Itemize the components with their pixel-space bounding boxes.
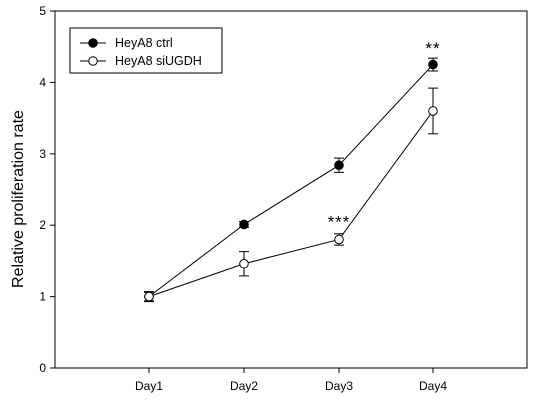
- series-line: [148, 110, 434, 298]
- data-point: [144, 291, 154, 302]
- data-point: [428, 106, 438, 116]
- data-point: [428, 59, 438, 70]
- y-axis-title: Relative proliferation rate: [10, 110, 27, 288]
- data-point: [334, 160, 344, 171]
- y-tick-label: 3: [39, 147, 46, 161]
- legend-box: [69, 27, 223, 74]
- series-line: [148, 64, 434, 297]
- x-tick-label: Day4: [419, 379, 447, 393]
- y-tick-label: 5: [39, 4, 46, 18]
- x-tick-label: Day1: [135, 379, 163, 393]
- x-tick-label: Day3: [325, 379, 353, 393]
- y-tick-label: 2: [39, 218, 46, 232]
- significance-annotation: **: [425, 39, 440, 58]
- y-tick-label: 0: [39, 361, 46, 375]
- significance-annotation: ***: [328, 213, 351, 232]
- data-point: [239, 219, 249, 230]
- series-1: [144, 57, 438, 302]
- data-point: [334, 234, 344, 245]
- legend-label: HeyA8 siUGDH: [115, 54, 202, 68]
- legend-label: HeyA8 ctrl: [115, 36, 173, 50]
- y-tick-label: 4: [39, 75, 46, 89]
- legend-marker: [88, 56, 98, 66]
- y-tick-label: 1: [39, 290, 46, 304]
- plot-frame: [54, 10, 528, 369]
- x-tick-label: Day2: [230, 379, 258, 393]
- data-point: [239, 258, 249, 269]
- legend-marker: [88, 38, 98, 48]
- series-2: [144, 87, 438, 303]
